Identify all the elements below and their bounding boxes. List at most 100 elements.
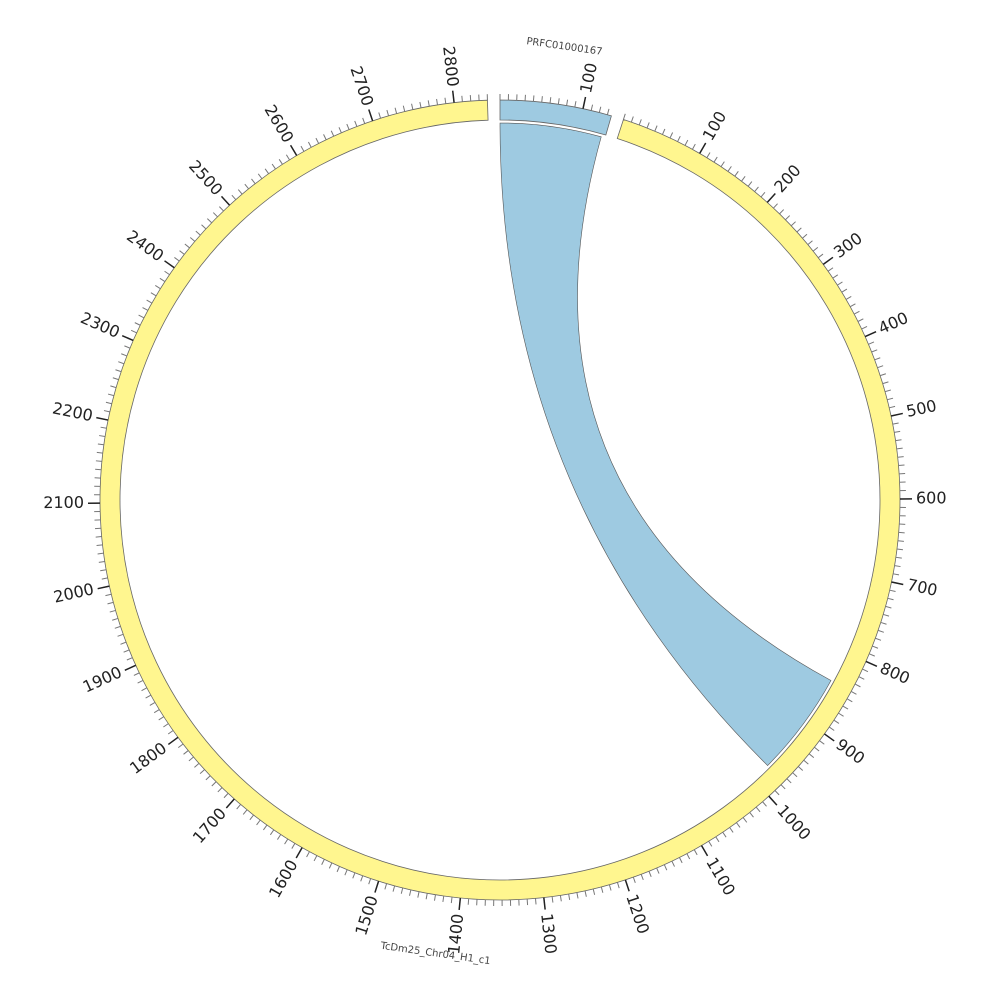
minor-tick [264, 168, 270, 175]
major-tick [220, 195, 231, 206]
minor-tick [218, 206, 224, 212]
minor-tick [97, 443, 104, 446]
minor-tick [608, 884, 612, 891]
minor-tick [137, 679, 144, 684]
minor-tick [715, 836, 720, 843]
minor-tick [352, 872, 356, 879]
minor-tick [832, 274, 839, 279]
minor-tick [425, 893, 428, 900]
minor-tick [884, 389, 891, 393]
minor-tick [120, 641, 127, 645]
major-tick [822, 256, 834, 265]
minor-tick [138, 314, 145, 319]
minor-tick [384, 883, 388, 890]
minor-tick [779, 209, 785, 215]
minor-tick [177, 743, 184, 749]
minor-tick [535, 898, 537, 905]
minor-tick [845, 295, 852, 300]
minor-tick [105, 593, 112, 597]
minor-tick [450, 897, 453, 904]
major-tick [295, 847, 303, 859]
minor-tick [96, 544, 103, 547]
minor-tick [671, 860, 675, 867]
minor-tick [882, 381, 889, 385]
tick-label: 900 [832, 735, 868, 768]
tick-label: 600 [916, 488, 947, 507]
tick-label: 1500 [351, 893, 381, 938]
major-tick [699, 142, 707, 154]
minor-tick [118, 361, 125, 365]
minor-tick [807, 240, 813, 245]
minor-tick [189, 237, 196, 242]
minor-tick [315, 137, 320, 144]
minor-tick [869, 653, 875, 657]
minor-tick [269, 829, 275, 836]
minor-tick [691, 143, 696, 150]
minor-tick [126, 657, 133, 661]
minor-tick [307, 141, 312, 148]
minor-tick [167, 730, 174, 735]
minor-tick [100, 426, 107, 429]
major-tick [368, 109, 374, 122]
minor-tick [741, 176, 746, 182]
minor-tick [244, 183, 250, 190]
tick-label: 1000 [773, 801, 814, 844]
minor-tick [103, 410, 110, 413]
tick-label: 700 [905, 575, 939, 600]
minor-tick [877, 365, 884, 369]
minor-tick [883, 613, 890, 617]
major-tick [766, 192, 776, 203]
minor-tick [713, 156, 718, 163]
minor-tick [887, 597, 894, 601]
minor-tick [411, 103, 414, 110]
minor-tick [201, 224, 207, 230]
major-tick [864, 331, 877, 338]
minor-tick [878, 629, 884, 633]
segment-label: TcDm25_Chr04_H1_c1 [379, 941, 491, 968]
minor-tick [827, 267, 834, 272]
major-tick [865, 660, 878, 668]
minor-tick [142, 307, 149, 311]
minor-tick [762, 801, 767, 807]
minor-tick [155, 285, 161, 290]
minor-tick [648, 871, 652, 877]
tick-label: 1600 [265, 856, 302, 901]
minor-tick [808, 753, 815, 759]
minor-tick [895, 439, 902, 442]
minor-tick [600, 886, 604, 893]
minor-tick [344, 869, 348, 876]
tick-label: 300 [830, 228, 866, 261]
minor-tick [107, 601, 114, 605]
minor-tick [195, 230, 201, 236]
minor-tick [754, 186, 759, 192]
minor-tick [242, 809, 248, 815]
minor-tick [461, 95, 463, 102]
minor-tick [736, 822, 741, 828]
minor-tick [436, 98, 439, 105]
minor-tick [124, 345, 131, 349]
minor-tick [677, 135, 681, 142]
minor-tick [686, 853, 691, 860]
minor-tick [749, 812, 754, 818]
minor-tick [790, 221, 796, 227]
minor-tick [786, 778, 792, 784]
tick-label: 2500 [185, 156, 227, 199]
minor-tick [654, 125, 658, 132]
minor-tick [159, 277, 166, 283]
minor-tick [584, 890, 587, 897]
minor-tick [285, 154, 290, 161]
minor-tick [205, 775, 211, 781]
minor-tick [231, 194, 237, 200]
minor-tick [892, 422, 899, 425]
minor-tick [112, 377, 119, 381]
major-tick [96, 416, 109, 421]
major-tick [891, 581, 904, 586]
minor-tick [632, 876, 636, 883]
minor-tick [858, 676, 865, 680]
minor-tick [153, 709, 160, 714]
segment-label: PRFC01000167 [526, 36, 603, 58]
minor-tick [434, 894, 436, 901]
minor-tick [354, 120, 358, 127]
tick-label: 2700 [346, 64, 377, 109]
minor-tick [590, 104, 594, 111]
